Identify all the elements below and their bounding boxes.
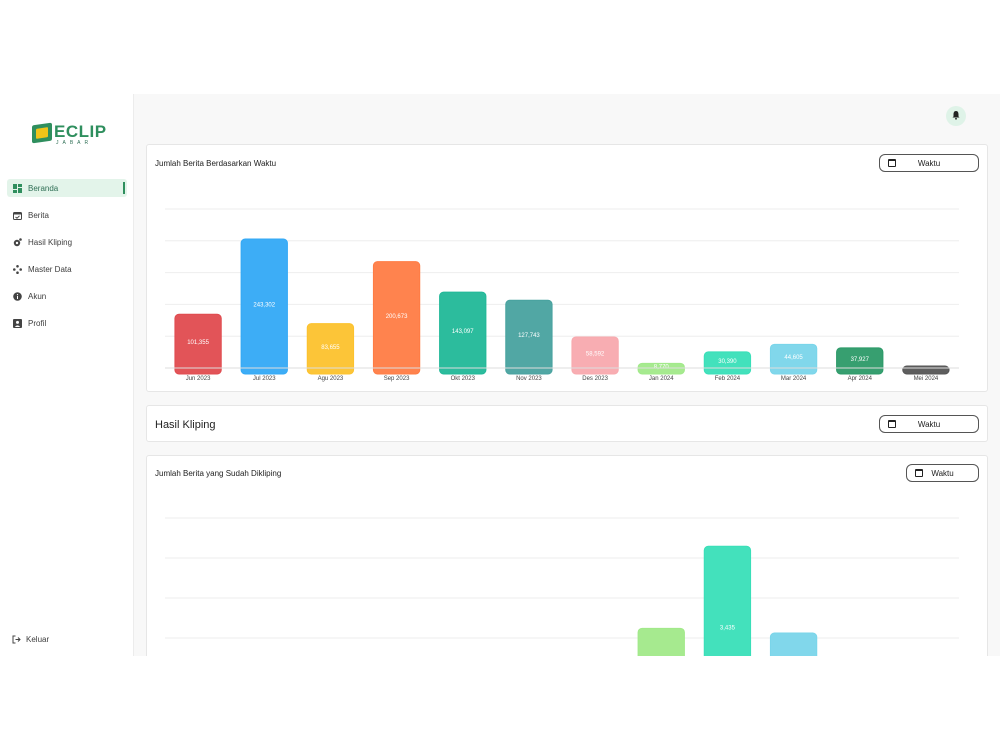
chart-bar[interactable] bbox=[571, 336, 619, 375]
bar-value-label: 243,302 bbox=[253, 303, 275, 309]
x-tick-label: Agu 2023 bbox=[318, 376, 344, 382]
x-tick-label: Mar 2024 bbox=[781, 376, 807, 382]
logout-button[interactable]: Keluar bbox=[12, 635, 49, 644]
notification-button[interactable] bbox=[946, 106, 966, 126]
sidebar-nav: Beranda Berita Hasil Kliping Master Data bbox=[7, 179, 127, 341]
info-icon bbox=[13, 291, 22, 301]
bar-value-label: 143,097 bbox=[452, 329, 474, 335]
logout-label: Keluar bbox=[26, 635, 50, 644]
sidebar: ECLIP JABAR Beranda Berita Hasil Klip bbox=[0, 94, 134, 656]
bar-value-label: 58,592 bbox=[586, 351, 605, 357]
chart-bar[interactable] bbox=[769, 632, 818, 656]
chart-bar[interactable] bbox=[439, 291, 487, 375]
bar-value-label: 30,390 bbox=[718, 359, 737, 365]
calendar-check-icon bbox=[13, 211, 22, 220]
chart-bar[interactable] bbox=[505, 299, 553, 375]
bar-value-label: 200,673 bbox=[386, 314, 408, 320]
x-tick-label: Jan 2024 bbox=[649, 376, 674, 382]
sidebar-item-label: Hasil Kliping bbox=[28, 237, 73, 247]
card-title: Jumlah Berita Berdasarkan Waktu bbox=[155, 159, 277, 168]
card-title: Hasil Kliping bbox=[155, 419, 216, 431]
x-tick-label: Okt 2023 bbox=[451, 376, 476, 382]
time-filter-label: Waktu bbox=[931, 468, 954, 478]
chart-bar[interactable] bbox=[637, 362, 685, 375]
x-tick-label: Jul 2023 bbox=[253, 376, 276, 382]
chart-bar[interactable] bbox=[372, 261, 421, 375]
sidebar-item-beranda[interactable]: Beranda bbox=[7, 179, 127, 197]
sidebar-item-profil[interactable]: Profil bbox=[7, 314, 127, 332]
calendar-icon bbox=[888, 159, 896, 167]
app-viewport: ECLIP JABAR Beranda Berita Hasil Klip bbox=[0, 94, 1000, 656]
time-filter-button[interactable]: Waktu bbox=[906, 464, 979, 482]
x-tick-label: Des 2023 bbox=[582, 376, 608, 382]
clipping-result-card: Hasil Kliping Waktu bbox=[146, 405, 988, 442]
time-filter-button[interactable]: Waktu bbox=[879, 154, 979, 172]
x-tick-label: Mei 2024 bbox=[914, 376, 939, 382]
sidebar-item-label: Akun bbox=[28, 291, 47, 301]
news-by-time-card: Jumlah Berita Berdasarkan Waktu Waktu 10… bbox=[146, 144, 988, 392]
chart-bar[interactable] bbox=[174, 313, 222, 375]
sidebar-item-label: Profil bbox=[28, 318, 47, 328]
time-filter-button[interactable]: Waktu bbox=[879, 415, 979, 433]
sidebar-item-berita[interactable]: Berita bbox=[7, 206, 127, 224]
gear-icon bbox=[13, 237, 22, 247]
bell-icon bbox=[951, 110, 961, 123]
move-icon bbox=[13, 264, 22, 274]
user-card-icon bbox=[13, 318, 22, 328]
eclip-logo[interactable]: ECLIP JABAR bbox=[32, 122, 112, 146]
chart-bar[interactable] bbox=[769, 343, 818, 375]
x-tick-label: Nov 2023 bbox=[516, 376, 542, 382]
chart-bar[interactable] bbox=[703, 545, 752, 656]
calendar-icon bbox=[915, 469, 923, 477]
x-tick-label: Jun 2023 bbox=[186, 376, 211, 382]
x-tick-label: Feb 2024 bbox=[715, 376, 741, 382]
logo-subtext: JABAR bbox=[56, 140, 93, 146]
chart-bar[interactable] bbox=[836, 347, 884, 375]
sidebar-item-label: Beranda bbox=[28, 183, 59, 193]
chart-bar[interactable] bbox=[306, 323, 355, 375]
x-tick-label: Apr 2024 bbox=[848, 376, 873, 382]
logo-text: ECLIP bbox=[54, 122, 107, 141]
bar-value-label: 101,355 bbox=[187, 340, 209, 346]
sidebar-item-label: Berita bbox=[28, 210, 49, 220]
news-by-time-chart: 101,355 Jun 2023 243,302 Jul 2023 83,655 Agu … bbox=[165, 208, 959, 382]
bar-value-label: 37,927 bbox=[851, 357, 870, 363]
sidebar-item-label: Master Data bbox=[28, 264, 72, 274]
clipped-news-card: Jumlah Berita yang Sudah Dikliping Waktu… bbox=[146, 455, 988, 656]
sidebar-item-hasil-kliping[interactable]: Hasil Kliping bbox=[7, 233, 127, 251]
time-filter-label: Waktu bbox=[917, 419, 941, 429]
bar-value-label: 83,655 bbox=[321, 345, 340, 351]
x-tick-label: Sep 2023 bbox=[384, 376, 410, 382]
bar-value-label: 44,605 bbox=[784, 355, 803, 361]
sidebar-item-akun[interactable]: Akun bbox=[7, 287, 127, 305]
chart-bar[interactable] bbox=[902, 365, 950, 375]
bar-value-label: 3,435 bbox=[720, 625, 736, 631]
chart-bar[interactable] bbox=[240, 238, 288, 375]
logout-icon bbox=[12, 635, 21, 644]
time-filter-label: Waktu bbox=[917, 158, 941, 168]
card-title: Jumlah Berita yang Sudah Dikliping bbox=[155, 469, 282, 478]
calendar-icon bbox=[888, 420, 896, 428]
dashboard-icon bbox=[13, 183, 22, 193]
chart-bar[interactable] bbox=[637, 627, 685, 656]
logo-mark bbox=[32, 122, 52, 144]
sidebar-item-master-data[interactable]: Master Data bbox=[7, 260, 127, 278]
bar-value-label: 127,743 bbox=[518, 333, 540, 339]
